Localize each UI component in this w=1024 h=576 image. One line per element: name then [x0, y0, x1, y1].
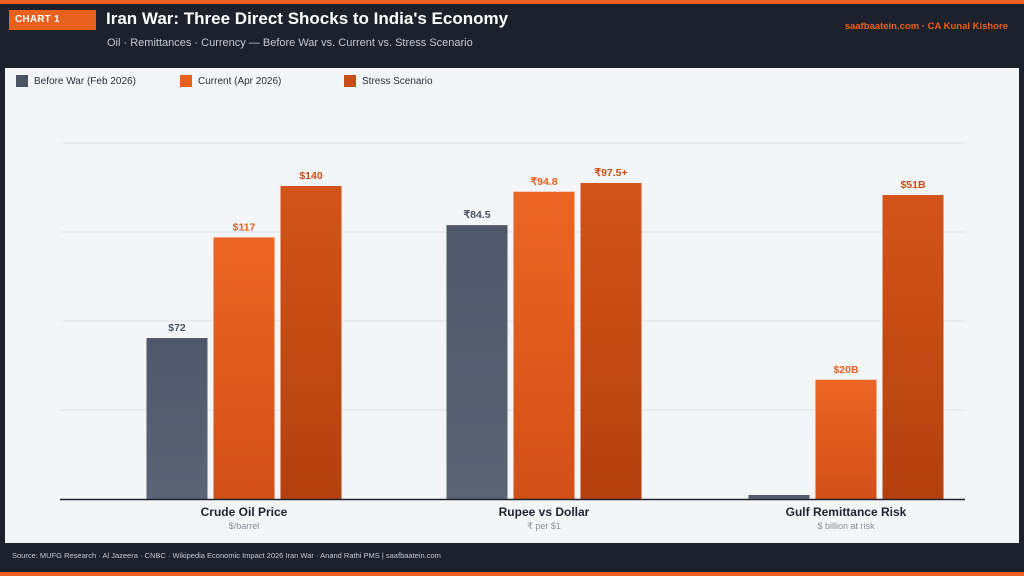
- category-unit-label: $/barrel: [229, 521, 260, 531]
- category-unit-label: ₹ per $1: [527, 521, 561, 531]
- legend-label-stress: Stress Scenario: [362, 75, 433, 87]
- category-label: Crude Oil Price: [201, 505, 288, 519]
- legend-label-current: Current (Apr 2026): [198, 75, 282, 87]
- bar-value-label: ₹94.8: [530, 176, 557, 188]
- bar-value-label: $72: [168, 322, 186, 334]
- category-label: Rupee vs Dollar: [499, 505, 590, 519]
- bar-value-label: $117: [233, 221, 256, 233]
- bar-current: [513, 191, 575, 499]
- credit-link[interactable]: saafbaatein.com · CA Kunal Kishore: [844, 21, 1008, 32]
- category-label: Gulf Remittance Risk: [786, 505, 907, 519]
- bar-stress: [580, 183, 642, 499]
- bar-value-label: $51B: [900, 179, 926, 191]
- legend-swatch-current: [180, 75, 192, 87]
- bar-before: [748, 495, 810, 499]
- chart-panel: Before War (Feb 2026) Current (Apr 2026)…: [5, 68, 1019, 543]
- bar-current: [815, 379, 877, 499]
- bar-value-label: $20B: [833, 364, 859, 376]
- bar-value-label: $140: [299, 170, 323, 182]
- category-unit-label: $ billion at risk: [817, 521, 875, 531]
- bar-chart: $72 $117 $140 ₹84.5 ₹94.8 ₹97.5+ $20B $51B Crud…: [60, 142, 965, 531]
- bottom-accent-bar: [0, 572, 1024, 576]
- bar-before: [446, 225, 508, 499]
- bar-current: [213, 237, 275, 499]
- chart-subtitle: Oil · Remittances · Currency — Before Wa…: [107, 37, 473, 49]
- chart-title: Iran War: Three Direct Shocks to India's…: [106, 9, 509, 28]
- bar-before: [146, 338, 208, 499]
- top-accent-bar: [0, 0, 1024, 4]
- legend-item-before: Before War (Feb 2026): [16, 73, 136, 89]
- bar-stress: [882, 195, 944, 499]
- legend-swatch-stress: [344, 75, 356, 87]
- legend-item-current: Current (Apr 2026): [180, 73, 281, 89]
- source-footnote: Source: MUFG Research · Al Jazeera · CNB…: [12, 551, 441, 560]
- bar-stress: [280, 186, 342, 499]
- legend-label-before: Before War (Feb 2026): [34, 75, 136, 87]
- legend-item-stress: Stress Scenario: [344, 73, 433, 89]
- bar-value-label: ₹97.5+: [594, 167, 627, 179]
- bar-value-label: ₹84.5: [463, 209, 490, 221]
- legend-swatch-before: [16, 75, 28, 87]
- chart-tag: CHART 1: [9, 10, 96, 30]
